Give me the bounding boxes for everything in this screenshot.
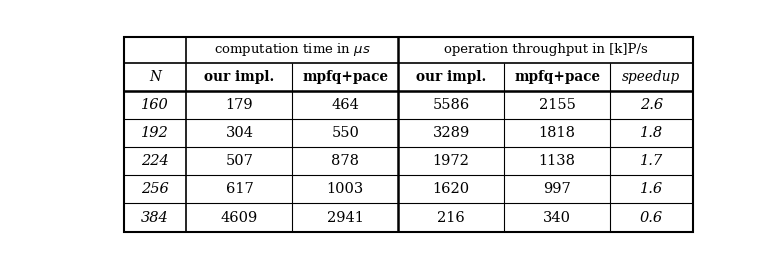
Text: 1620: 1620 [433,182,470,196]
Text: 256: 256 [141,182,169,196]
Text: 2155: 2155 [539,98,575,112]
Text: 304: 304 [226,126,254,140]
Text: 1003: 1003 [327,182,364,196]
Text: 550: 550 [332,126,359,140]
Text: computation time in $\mu s$: computation time in $\mu s$ [214,41,371,58]
Text: 1.8: 1.8 [640,126,663,140]
Text: 4609: 4609 [221,210,258,225]
Text: 1138: 1138 [539,154,576,168]
Text: 3289: 3289 [433,126,470,140]
Text: 464: 464 [332,98,359,112]
Text: 878: 878 [332,154,359,168]
Text: 1.6: 1.6 [640,182,663,196]
Text: our impl.: our impl. [416,70,486,84]
Text: mpfq+pace: mpfq+pace [302,70,388,84]
Text: 179: 179 [226,98,254,112]
Text: 0.6: 0.6 [640,210,663,225]
Text: 2.6: 2.6 [640,98,663,112]
Text: N: N [149,70,161,84]
Text: 216: 216 [438,210,465,225]
Text: 617: 617 [226,182,254,196]
Text: our impl.: our impl. [204,70,274,84]
Text: 160: 160 [141,98,169,112]
Text: 192: 192 [141,126,169,140]
Text: mpfq+pace: mpfq+pace [514,70,600,84]
Text: speedup: speedup [622,70,680,84]
Text: operation throughput in [k]P/s: operation throughput in [k]P/s [444,43,647,56]
Text: 2941: 2941 [327,210,364,225]
Text: 5586: 5586 [433,98,470,112]
Text: 997: 997 [543,182,571,196]
Text: 340: 340 [543,210,571,225]
Text: 224: 224 [141,154,169,168]
Text: 1972: 1972 [433,154,469,168]
Text: 1818: 1818 [539,126,576,140]
Text: 384: 384 [141,210,169,225]
Text: 1.7: 1.7 [640,154,663,168]
Text: 507: 507 [226,154,254,168]
